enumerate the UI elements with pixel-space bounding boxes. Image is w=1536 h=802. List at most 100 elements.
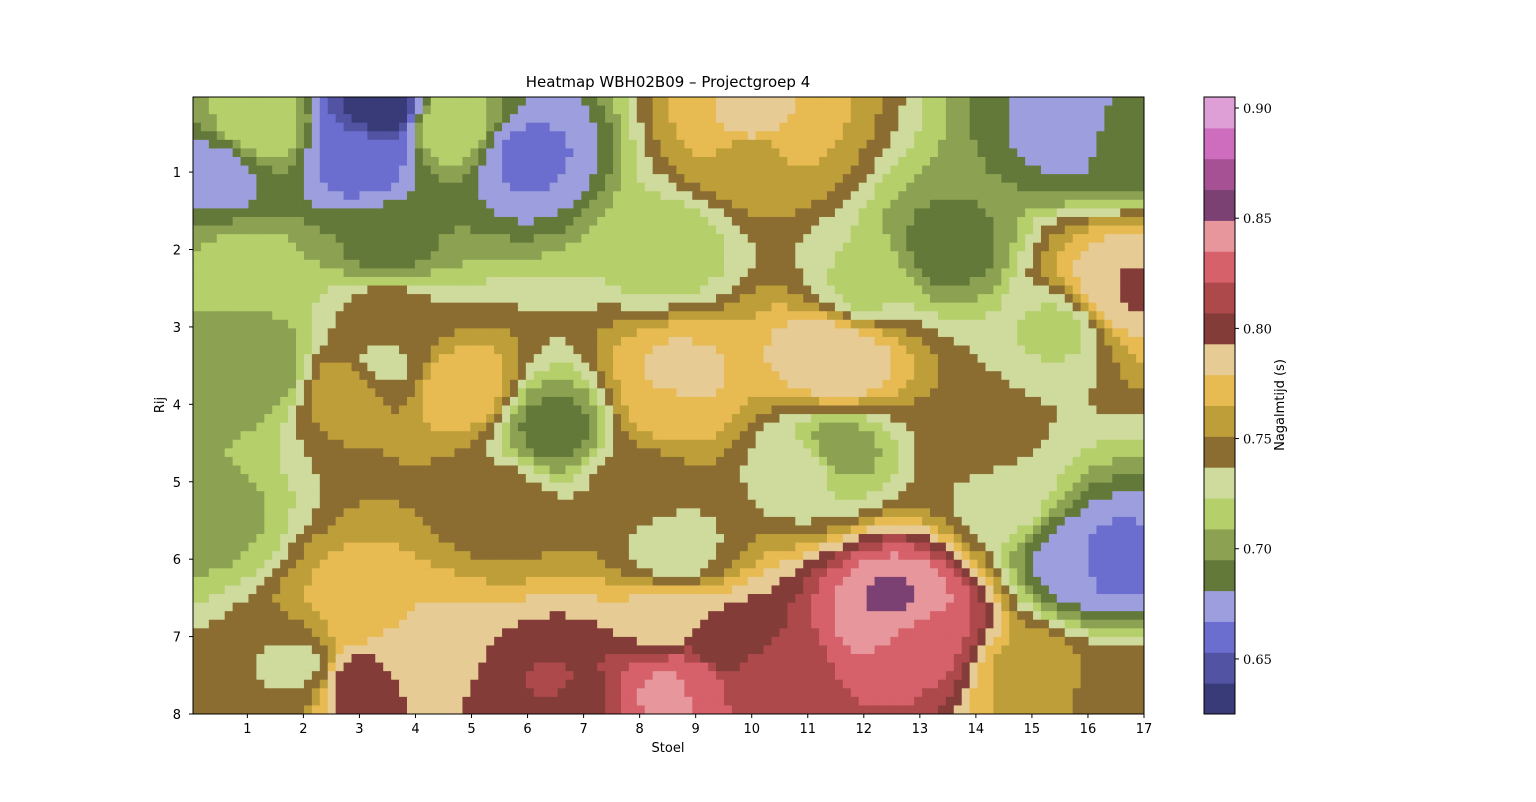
heatmap-cell [1025, 199, 1034, 209]
heatmap-cell [359, 259, 368, 269]
heatmap-cell [494, 165, 503, 175]
heatmap-cell [375, 105, 384, 115]
heatmap-cell [335, 431, 345, 441]
heatmap-cell [343, 216, 353, 227]
heatmap-cell [747, 336, 757, 347]
heatmap-cell [898, 259, 907, 269]
heatmap-cell [779, 234, 788, 244]
heatmap-cell [525, 354, 535, 364]
heatmap-cell [462, 354, 471, 364]
heatmap-cell [343, 234, 353, 244]
heatmap-cell [708, 148, 717, 158]
heatmap-cell [414, 105, 424, 115]
heatmap-cell [787, 216, 796, 227]
heatmap-cell [668, 328, 678, 338]
heatmap-cell [827, 345, 836, 355]
heatmap-cell [1040, 122, 1050, 132]
heatmap-cell [723, 105, 733, 115]
heatmap-cell [1096, 156, 1105, 167]
heatmap-cell [470, 182, 479, 192]
heatmap-cell [811, 259, 820, 269]
heatmap-cell [399, 182, 408, 192]
heatmap-cell [565, 405, 575, 415]
heatmap-cell [1009, 319, 1018, 329]
heatmap-cell [232, 414, 242, 424]
heatmap-cell [1096, 148, 1105, 158]
heatmap-cell [327, 242, 337, 252]
heatmap-cell [399, 431, 408, 441]
heatmap-cell [517, 328, 527, 338]
heatmap-cell [945, 97, 955, 107]
heatmap-cell [945, 328, 955, 338]
heatmap-cell [708, 105, 717, 115]
heatmap-cell [224, 448, 234, 458]
heatmap-cell [367, 234, 376, 244]
heatmap-cell [296, 97, 305, 107]
heatmap-cell [422, 114, 432, 124]
heatmap-cell [850, 311, 860, 321]
heatmap-cell [470, 105, 479, 115]
heatmap-cell [359, 422, 368, 432]
heatmap-cell [319, 414, 329, 424]
heatmap-cell [755, 165, 765, 175]
heatmap-cell [1025, 139, 1034, 150]
heatmap-cell [660, 396, 670, 407]
heatmap-cell [977, 139, 987, 150]
heatmap-cell [605, 414, 614, 424]
heatmap-cell [692, 208, 701, 218]
heatmap-cell [541, 174, 551, 184]
heatmap-cell [573, 345, 582, 355]
heatmap-cell [224, 396, 234, 407]
heatmap-cell [1088, 311, 1098, 321]
heatmap-cell [874, 285, 884, 295]
heatmap-cell [296, 405, 305, 415]
heatmap-cell [866, 156, 876, 167]
heatmap-cell [914, 431, 923, 441]
heatmap-cell [406, 122, 416, 132]
heatmap-cell [906, 336, 915, 347]
heatmap-cell [1033, 234, 1042, 244]
heatmap-cell [1064, 345, 1074, 355]
heatmap-cell [200, 388, 210, 398]
heatmap-cell [200, 448, 210, 458]
heatmap-cell [969, 328, 979, 338]
heatmap-cell [216, 156, 226, 167]
heatmap-cell [327, 234, 337, 244]
heatmap-cell [422, 131, 432, 141]
heatmap-cell [486, 199, 495, 209]
heatmap-cell [692, 354, 701, 364]
heatmap-cell [628, 182, 638, 192]
heatmap-cell [969, 388, 979, 398]
heatmap-cell [533, 336, 543, 347]
heatmap-cell [391, 268, 400, 278]
heatmap-cell [731, 251, 741, 261]
heatmap-cell [842, 362, 852, 372]
heatmap-cell [565, 174, 575, 184]
heatmap-cell [977, 388, 987, 398]
heatmap-cell [787, 97, 796, 107]
heatmap-cell [763, 165, 773, 175]
heatmap-cell [248, 268, 257, 278]
heatmap-cell [819, 191, 828, 201]
heatmap-cell [224, 311, 234, 321]
heatmap-cell [945, 216, 955, 227]
heatmap-cell [549, 139, 559, 150]
heatmap-cell [811, 165, 820, 175]
heatmap-cell [834, 97, 844, 107]
heatmap-cell [406, 345, 416, 355]
heatmap-cell [494, 139, 503, 150]
heatmap-cell [343, 268, 353, 278]
heatmap-cell [755, 439, 765, 449]
heatmap-cell [692, 388, 701, 398]
heatmap-cell [406, 156, 416, 167]
heatmap-cell [224, 114, 234, 124]
heatmap-cell [565, 422, 575, 432]
heatmap-cell [494, 328, 503, 338]
heatmap-cell [414, 139, 424, 150]
heatmap-cell [1136, 388, 1144, 398]
heatmap-cell [850, 379, 860, 389]
heatmap-cell [414, 199, 424, 209]
heatmap-cell [763, 242, 773, 252]
heatmap-cell [906, 225, 915, 235]
heatmap-cell [692, 259, 701, 269]
